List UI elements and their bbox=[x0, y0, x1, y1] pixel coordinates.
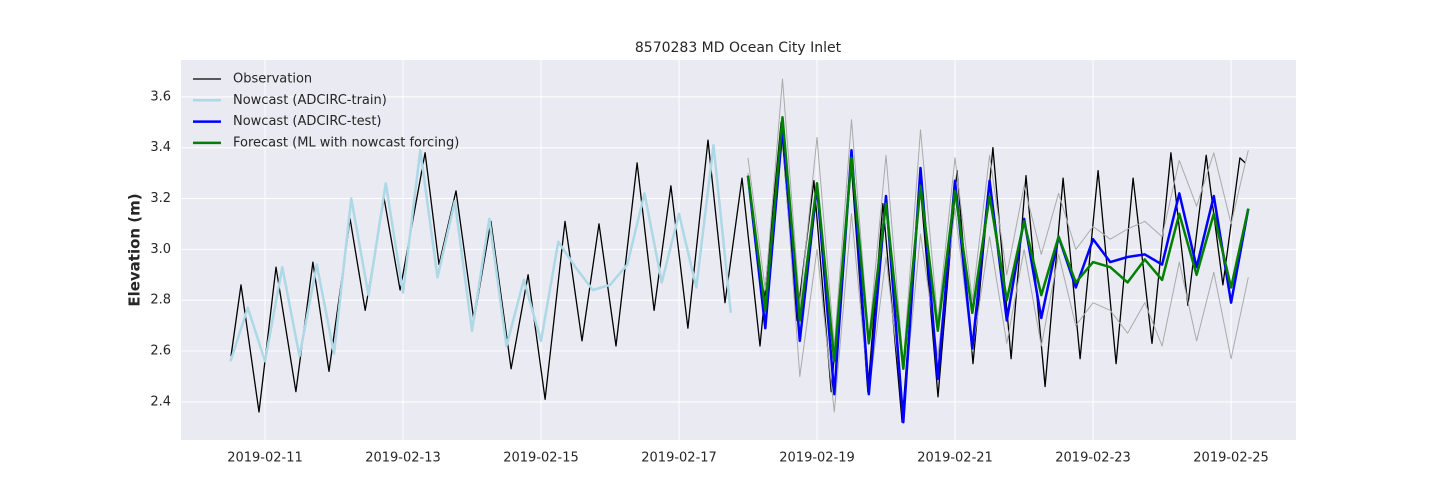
y-axis-label: Elevation (m) bbox=[126, 193, 144, 306]
legend: Observation Nowcast (ADCIRC-train) Nowcast… bbox=[193, 72, 459, 150]
legend-label: Observation bbox=[233, 72, 312, 87]
y-tick-label: 3.0 bbox=[150, 242, 171, 257]
plot-area bbox=[181, 60, 1296, 440]
y-tick-label: 3.2 bbox=[150, 191, 171, 206]
y-tick-label: 3.4 bbox=[150, 140, 171, 155]
y-tick-label: 2.8 bbox=[150, 293, 171, 308]
legend-label: Nowcast (ADCIRC-train) bbox=[233, 93, 387, 108]
x-tick-label: 2019-02-19 bbox=[779, 451, 855, 466]
x-tick-label: 2019-02-17 bbox=[641, 451, 717, 466]
x-tick-label: 2019-02-15 bbox=[503, 451, 579, 466]
series-line bbox=[747, 78, 1249, 365]
series-line bbox=[230, 121, 1246, 423]
x-tick-label: 2019-02-21 bbox=[917, 451, 993, 466]
legend-label: Forecast (ML with nowcast forcing) bbox=[233, 135, 459, 150]
x-tick-label: 2019-02-23 bbox=[1055, 451, 1131, 466]
lines bbox=[229, 78, 1250, 424]
x-tick-label: 2019-02-11 bbox=[227, 451, 303, 466]
chart-title: 8570283 MD Ocean City Inlet bbox=[635, 40, 842, 56]
axes: 2.4 2.6 2.8 3.0 3.2 3.4 3.6 2019-02-11 2019-02-1… bbox=[150, 89, 1269, 465]
y-tick-label: 2.6 bbox=[150, 344, 171, 359]
series-line bbox=[229, 143, 733, 363]
y-tick-label: 3.6 bbox=[150, 89, 171, 104]
legend-label: Nowcast (ADCIRC-test) bbox=[233, 114, 382, 129]
series-line bbox=[747, 134, 1249, 413]
x-tick-label: 2019-02-25 bbox=[1193, 451, 1269, 466]
series-line bbox=[746, 115, 1250, 371]
x-tick-label: 2019-02-13 bbox=[365, 451, 441, 466]
y-tick-label: 2.4 bbox=[150, 394, 171, 409]
